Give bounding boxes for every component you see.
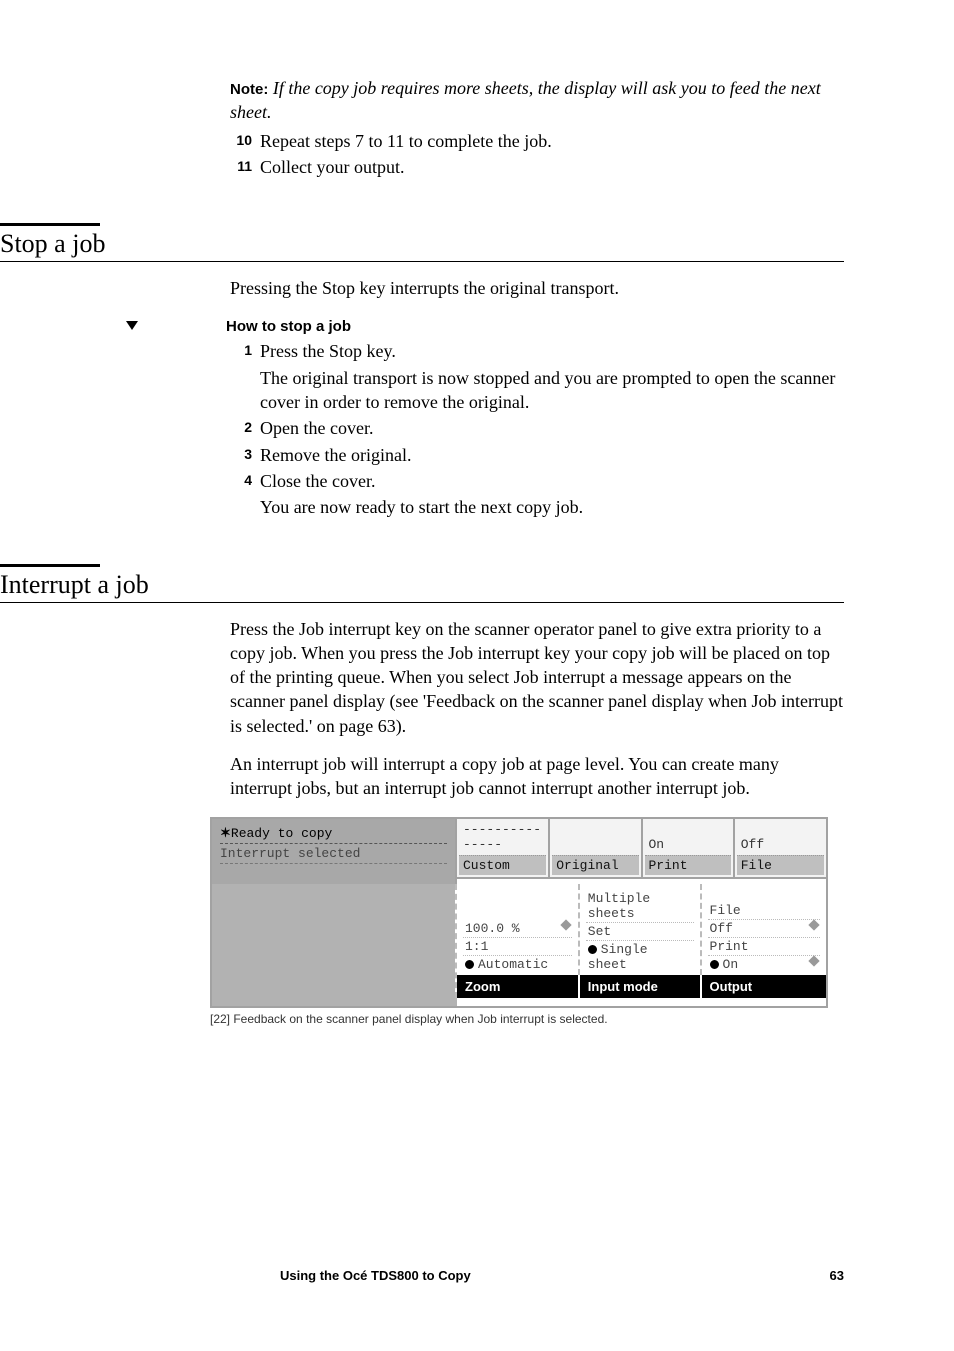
item-number: 4: [230, 469, 260, 493]
panel-mid-input: Multiple sheets Set Single sheet: [579, 884, 701, 975]
panel-mid-zoom: 100.0 % 1:1 Automatic: [457, 884, 579, 975]
item-text: Remove the original.: [260, 443, 844, 467]
procedure-header: How to stop a job: [230, 318, 844, 335]
diamond-icon: [808, 919, 819, 930]
panel-mid-output: File Off Print On: [701, 884, 826, 975]
item-text: Press the Stop key.: [260, 339, 844, 363]
panel-top-custom: --------------- Custom: [457, 819, 549, 878]
panel-status-sub: Interrupt selected: [220, 844, 447, 864]
item-number: 3: [230, 443, 260, 467]
panel-status-cell: ✶Ready to copy Interrupt selected: [212, 819, 456, 884]
panel-top-print: On Print: [642, 819, 734, 878]
item-number: 10: [230, 129, 260, 153]
panel-mid-blank: [212, 884, 456, 998]
section-title: Interrupt a job: [0, 570, 149, 599]
diamond-icon: [808, 955, 819, 966]
note-text: If the copy job requires more sheets, th…: [230, 78, 821, 122]
stop-intro: Pressing the Stop key interrupts the ori…: [230, 276, 844, 300]
list-item: 10 Repeat steps 7 to 11 to complete the …: [230, 129, 844, 153]
item-text: The original transport is now stopped an…: [260, 366, 844, 415]
interrupt-para2: An interrupt job will interrupt a copy j…: [230, 752, 844, 801]
item-number: 11: [230, 155, 260, 179]
note-block: Note: If the copy job requires more shee…: [230, 76, 844, 125]
top-list: 10 Repeat steps 7 to 11 to complete the …: [230, 129, 844, 180]
panel-bot-zoom: Zoom: [457, 975, 579, 998]
section-stop: Stop a job Pressing the Stop key interru…: [230, 223, 844, 519]
footer-left: Using the Océ TDS800 to Copy: [280, 1268, 471, 1283]
triangle-icon: [126, 321, 138, 330]
item-text: Repeat steps 7 to 11 to complete the job…: [260, 129, 844, 153]
list-item: 11 Collect your output.: [230, 155, 844, 179]
interrupt-para1: Press the Job interrupt key on the scann…: [230, 617, 844, 738]
panel-bot-output: Output: [701, 975, 826, 998]
item-text: Collect your output.: [260, 155, 844, 179]
panel-bot-input: Input mode: [579, 975, 701, 998]
footer-page-number: 63: [830, 1268, 844, 1283]
panel-top-original: Original: [549, 819, 641, 878]
panel-bot-empty: [212, 998, 456, 1006]
item-number: [230, 366, 260, 415]
figure-caption: [22] Feedback on the scanner panel displ…: [210, 1012, 844, 1026]
diamond-icon: [560, 919, 571, 930]
section-interrupt: Interrupt a job Press the Job interrupt …: [230, 564, 844, 1026]
procedure-title: How to stop a job: [226, 318, 351, 335]
item-text: Close the cover.: [260, 469, 844, 493]
item-number: 1: [230, 339, 260, 363]
item-text: You are now ready to start the next copy…: [260, 495, 844, 519]
item-number: 2: [230, 416, 260, 440]
section-title: Stop a job: [0, 229, 105, 258]
panel-top-file: Off File: [734, 819, 826, 878]
item-number: [230, 495, 260, 519]
note-label: Note:: [230, 81, 268, 98]
scanner-panel-figure: ✶Ready to copy Interrupt selected ------…: [210, 817, 844, 1008]
stop-steps: 1Press the Stop key. The original transp…: [230, 339, 844, 519]
page-footer: Using the Océ TDS800 to Copy 63: [0, 1268, 954, 1283]
item-text: Open the cover.: [260, 416, 844, 440]
panel-status-title: Ready to copy: [231, 826, 332, 841]
